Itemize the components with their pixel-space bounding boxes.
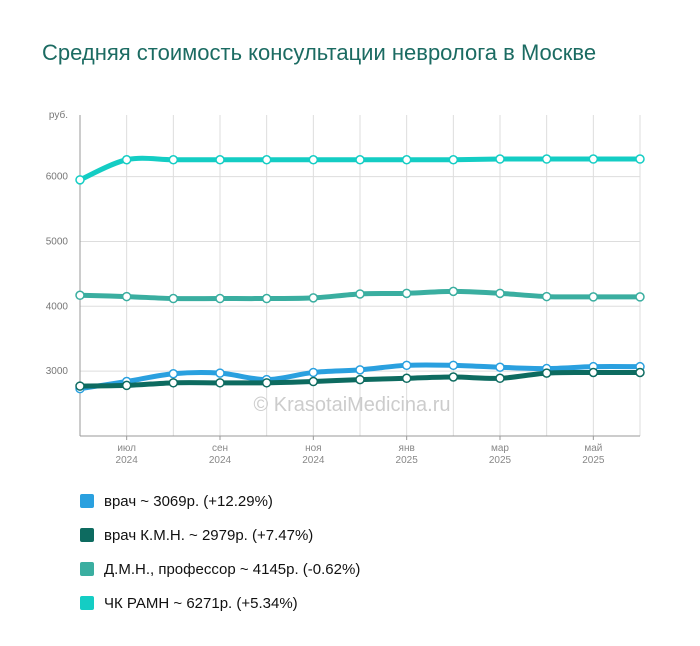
legend-swatch (80, 596, 94, 610)
data-point-series-1 (495, 373, 505, 384)
data-point-series-0 (401, 360, 412, 371)
legend-item-dmn-professor[interactable]: Д.М.Н., профессор ~ 4145р. (-0.62%) (80, 552, 360, 586)
data-point-series-2 (121, 291, 132, 302)
chart-title: Средняя стоимость консультации невролога… (42, 40, 597, 65)
data-point-series-3 (541, 154, 552, 164)
data-point-series-3 (635, 154, 645, 164)
data-point-series-2 (168, 293, 179, 304)
legend-label: врач ~ 3069р. (+12.29%) (104, 492, 273, 510)
data-point-series-2 (308, 293, 319, 303)
x-tick-label-year: 2025 (396, 455, 419, 466)
x-tick-label-year: 2024 (302, 455, 325, 466)
data-point-series-1 (215, 378, 225, 388)
x-tick-label-year: 2024 (209, 455, 232, 466)
x-tick-label-year: 2025 (489, 455, 512, 466)
x-tick-label-year: 2025 (582, 455, 605, 466)
legend-swatch (80, 562, 94, 576)
data-point-series-3 (355, 154, 365, 165)
legend-label: врач К.М.Н. ~ 2979р. (+7.47%) (104, 526, 314, 544)
data-point-series-1 (541, 368, 552, 378)
data-point-series-3 (261, 154, 272, 165)
legend-item-vrach[interactable]: врач ~ 3069р. (+12.29%) (80, 484, 360, 518)
data-point-series-2 (75, 290, 85, 301)
data-point-series-3 (75, 175, 85, 185)
x-tick-label-month: май (584, 443, 602, 454)
data-point-series-2 (355, 289, 365, 299)
data-point-series-1 (355, 374, 365, 385)
y-tick-label: 4000 (46, 301, 69, 312)
data-point-series-3 (308, 154, 319, 165)
y-tick-label: 3000 (46, 366, 69, 377)
data-point-series-2 (588, 292, 599, 302)
data-point-series-1 (121, 380, 132, 391)
data-point-series-2 (635, 292, 645, 302)
legend-label: ЧК РАМН ~ 6271р. (+5.34%) (104, 594, 298, 612)
data-point-series-1 (448, 372, 459, 382)
data-point-series-1 (635, 367, 645, 378)
y-tick-label: 5000 (46, 236, 69, 247)
watermark-text: © KrasotaiMedicina.ru (253, 394, 450, 416)
y-tick-label: 6000 (46, 172, 69, 183)
data-point-series-1 (588, 367, 599, 378)
x-tick-label-month: ноя (305, 443, 322, 454)
x-tick-label-month: июл (117, 443, 136, 454)
data-point-series-1 (308, 376, 319, 387)
data-point-series-2 (495, 288, 505, 299)
data-point-series-0 (168, 368, 179, 379)
data-point-series-3 (495, 154, 505, 164)
data-point-series-0 (308, 367, 319, 378)
legend-label: Д.М.Н., профессор ~ 4145р. (-0.62%) (104, 560, 361, 578)
data-point-series-2 (541, 291, 552, 302)
data-point-series-3 (401, 154, 412, 165)
data-point-series-2 (215, 293, 225, 304)
x-tick-label-year: 2024 (116, 455, 139, 466)
x-tick-label-month: янв (399, 443, 415, 454)
data-point-series-3 (121, 154, 132, 165)
data-point-series-0 (495, 362, 505, 373)
data-point-series-3 (215, 154, 225, 165)
data-point-series-1 (75, 381, 85, 391)
data-point-series-2 (261, 293, 272, 304)
x-tick-label-month: мар (491, 443, 509, 454)
data-point-series-3 (448, 154, 459, 165)
data-point-series-2 (448, 286, 459, 297)
data-point-series-3 (168, 154, 179, 165)
data-point-series-2 (401, 288, 412, 299)
data-point-series-0 (215, 368, 225, 378)
x-tick-label-month: сен (212, 443, 228, 454)
y-axis-unit-label: руб. (49, 109, 68, 121)
data-point-series-1 (261, 378, 272, 388)
data-point-series-3 (588, 154, 599, 164)
legend-item-chk-ramn[interactable]: ЧК РАМН ~ 6271р. (+5.34%) (80, 586, 360, 620)
data-point-series-0 (355, 365, 365, 375)
legend-swatch (80, 494, 94, 508)
data-point-series-1 (401, 373, 412, 384)
chart-legend: врач ~ 3069р. (+12.29%) врач К.М.Н. ~ 29… (80, 484, 360, 620)
legend-item-vrach-kmn[interactable]: врач К.М.Н. ~ 2979р. (+7.47%) (80, 518, 360, 552)
data-point-series-0 (448, 360, 459, 371)
legend-swatch (80, 528, 94, 542)
data-point-series-1 (168, 378, 179, 388)
